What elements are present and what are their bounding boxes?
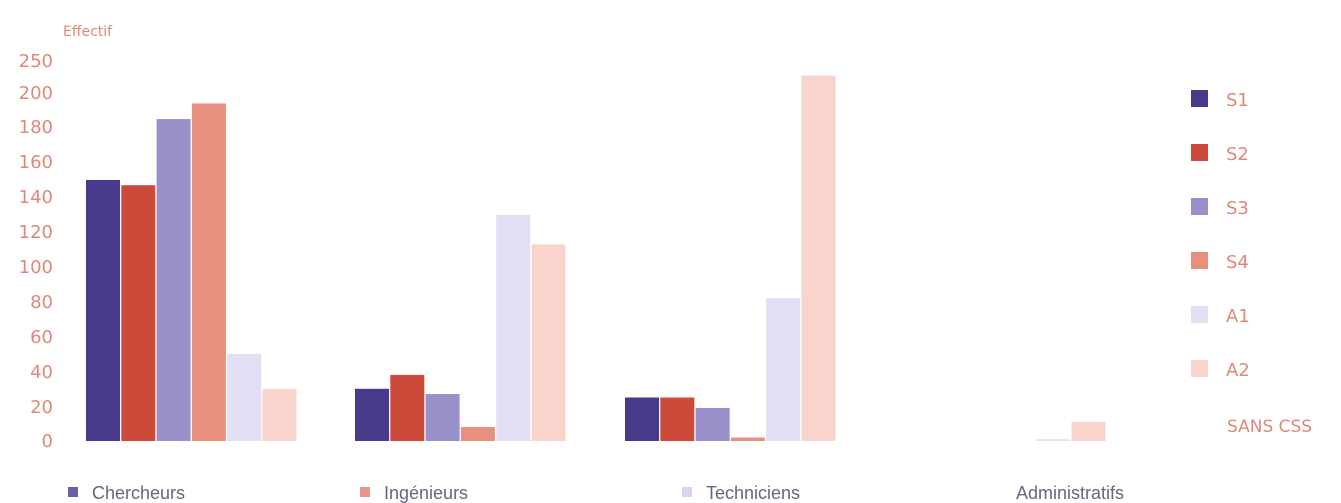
bar-a2-ingénieurs <box>531 244 566 441</box>
legend-swatch-s4 <box>1191 252 1208 269</box>
y-tick-label: 100 <box>19 257 53 278</box>
bar-s1-techniciens <box>625 397 659 441</box>
category-marker <box>682 487 692 497</box>
legend-swatch-a2 <box>1191 360 1208 377</box>
legend-swatch-a1 <box>1191 306 1208 323</box>
bar-s3-ingénieurs <box>425 394 460 441</box>
bars <box>86 75 1106 441</box>
legend-swatch-s1 <box>1191 90 1208 107</box>
bar-s2-techniciens <box>660 397 695 441</box>
legend-label-a2: A2 <box>1226 360 1250 381</box>
category-labels: Chercheurs Ingénieurs Techniciens Administr… <box>68 483 1124 503</box>
category-label-administratifs: Administratifs <box>1016 483 1124 503</box>
bar-a1-administratifs <box>1036 439 1071 441</box>
legend-label-s2: S2 <box>1226 144 1249 165</box>
category-marker <box>68 487 78 497</box>
y-axis-ticks: 0 20 40 60 80 100 120 140 160 180 200 250 <box>19 51 53 452</box>
y-tick-label: 200 <box>19 83 53 104</box>
y-tick-label: 160 <box>19 152 53 173</box>
category-label-chercheurs: Chercheurs <box>92 483 185 503</box>
bar-s4-ingénieurs <box>460 427 495 441</box>
bar-s4-chercheurs <box>191 103 226 441</box>
legend-label-a1: A1 <box>1226 306 1250 327</box>
bar-s1-ingénieurs <box>355 388 389 441</box>
legend-label-s4: S4 <box>1226 252 1249 273</box>
bar-s2-ingénieurs <box>390 374 425 441</box>
bar-a1-techniciens <box>766 298 801 441</box>
bar-a2-administratifs <box>1071 421 1106 441</box>
bar-a1-chercheurs <box>227 354 262 441</box>
y-tick-label: 140 <box>19 187 53 208</box>
y-tick-label: 40 <box>30 362 53 383</box>
bar-a2-chercheurs <box>262 388 297 441</box>
bar-a2-techniciens <box>801 75 836 441</box>
bar-a1-ingénieurs <box>496 214 531 441</box>
y-axis-label: Effectif <box>63 24 113 40</box>
bar-s3-chercheurs <box>156 119 191 441</box>
category-label-ingénieurs: Ingénieurs <box>384 483 468 503</box>
legend-swatch-s2 <box>1191 144 1208 161</box>
legend-label-s1: S1 <box>1226 90 1249 111</box>
y-tick-label: 80 <box>30 292 53 313</box>
category-label-techniciens: Techniciens <box>706 483 800 503</box>
y-tick-label: 0 <box>42 431 53 452</box>
y-tick-label: 250 <box>19 51 53 72</box>
y-tick-label: 20 <box>30 397 53 418</box>
legend-swatch-s3 <box>1191 198 1208 215</box>
legend-label-s3: S3 <box>1226 198 1249 219</box>
bar-s4-techniciens <box>730 437 765 441</box>
y-tick-label: 60 <box>30 327 53 348</box>
category-marker <box>360 487 370 497</box>
legend: S1 S2 S3 S4 A1 A2 <box>1191 90 1250 381</box>
sans-css-note: SANS CSS <box>1227 417 1312 437</box>
y-tick-label: 120 <box>19 222 53 243</box>
bar-s3-techniciens <box>695 407 730 441</box>
y-tick-label: 180 <box>19 117 53 138</box>
bar-s1-chercheurs <box>86 180 120 441</box>
bar-s2-chercheurs <box>121 185 156 441</box>
